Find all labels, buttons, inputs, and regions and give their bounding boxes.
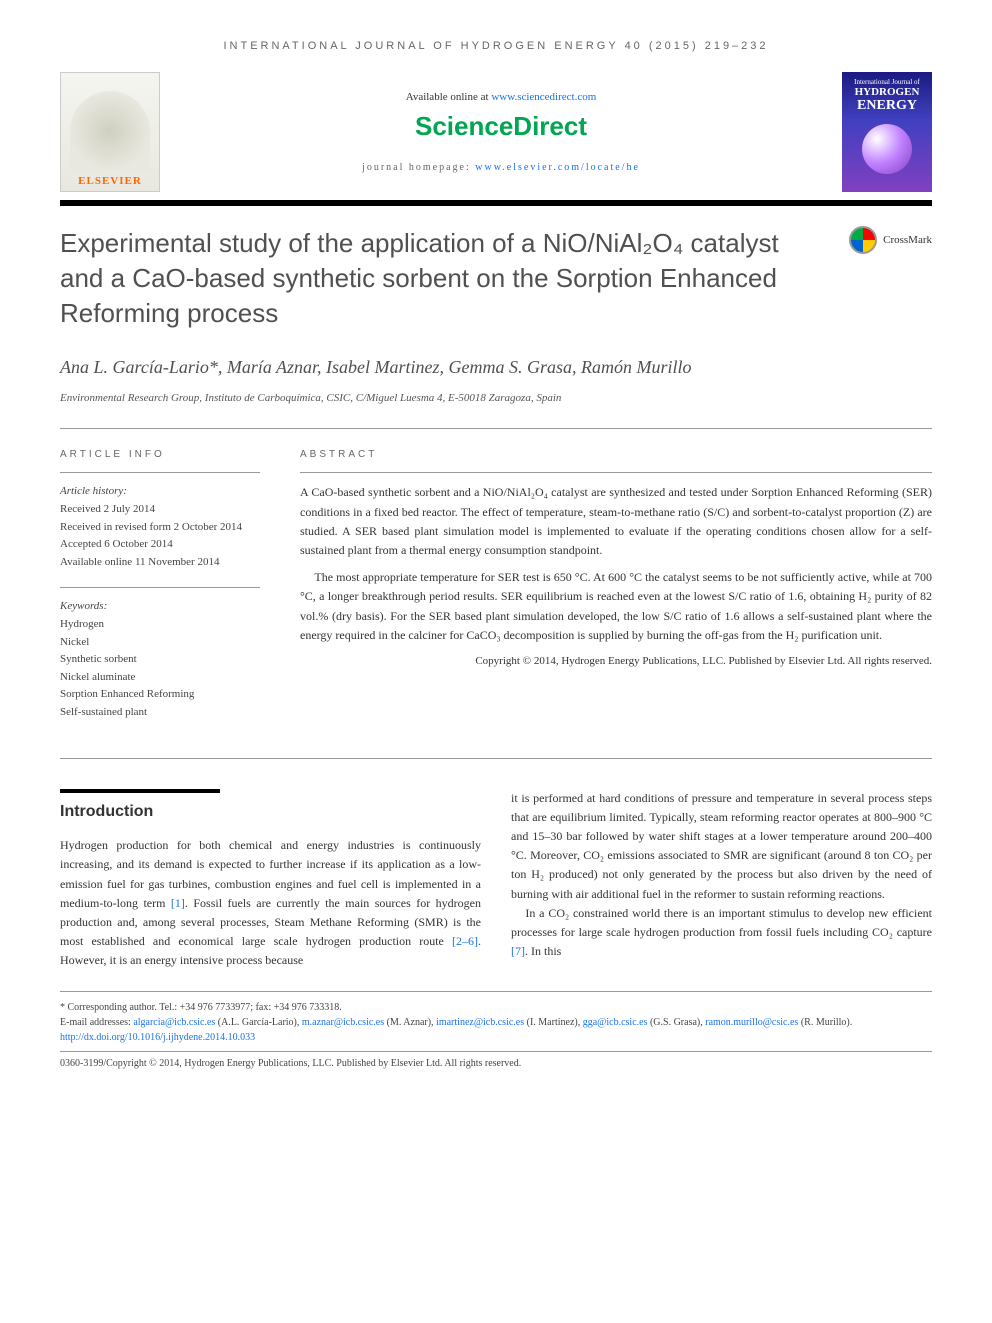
article-title: Experimental study of the application of… — [60, 226, 849, 331]
abstract-text: A CaO-based synthetic sorbent and a NiO/… — [300, 472, 932, 670]
publisher-banner: ELSEVIER Available online at www.science… — [60, 72, 932, 192]
cover-graphic-icon — [862, 124, 912, 174]
body-column-right: it is performed at hard conditions of pr… — [511, 789, 932, 971]
crossmark-icon — [849, 226, 877, 254]
copyright-footer: 0360-3199/Copyright © 2014, Hydrogen Ene… — [60, 1051, 932, 1071]
history-accepted: Accepted 6 October 2014 — [60, 536, 260, 554]
author-name-suffix: (A.L. García-Lario), — [215, 1017, 302, 1028]
keywords-block: Keywords: Hydrogen Nickel Synthetic sorb… — [60, 587, 260, 721]
keyword-item: Sorption Enhanced Reforming — [60, 686, 260, 704]
abstract-paragraph: The most appropriate temperature for SER… — [300, 568, 932, 645]
cover-subtitle: International Journal of — [854, 78, 920, 86]
history-online: Available online 11 November 2014 — [60, 554, 260, 572]
section-divider — [60, 758, 932, 759]
author-name-suffix: (R. Murillo). — [798, 1017, 852, 1028]
history-revised: Received in revised form 2 October 2014 — [60, 519, 260, 537]
body-paragraph: it is performed at hard conditions of pr… — [511, 789, 932, 904]
elsevier-brand-text: ELSEVIER — [78, 175, 142, 187]
corresponding-author-footer: * Corresponding author. Tel.: +34 976 77… — [60, 991, 932, 1071]
elsevier-logo[interactable]: ELSEVIER — [60, 72, 160, 192]
keyword-item: Nickel aluminate — [60, 669, 260, 687]
intro-heading-bar — [60, 789, 220, 793]
affiliation: Environmental Research Group, Instituto … — [60, 392, 932, 404]
author-email-link[interactable]: algarcia@icb.csic.es — [133, 1017, 215, 1028]
body-column-left: Introduction Hydrogen production for bot… — [60, 789, 481, 971]
body-paragraph: Hydrogen production for both chemical an… — [60, 836, 481, 970]
keyword-item: Nickel — [60, 634, 260, 652]
article-info-heading: ARTICLE INFO — [60, 449, 260, 460]
email-addresses-line: E-mail addresses: algarcia@icb.csic.es (… — [60, 1015, 932, 1030]
keywords-label: Keywords: — [60, 598, 260, 616]
history-label: Article history: — [60, 483, 260, 501]
body-text: In a CO₂ constrained world there is an i… — [511, 906, 932, 939]
abstract-column: ABSTRACT A CaO-based synthetic sorbent a… — [300, 449, 932, 737]
keyword-item: Hydrogen — [60, 616, 260, 634]
keyword-item: Self-sustained plant — [60, 704, 260, 722]
author-name-suffix: (I. Martinez), — [524, 1017, 583, 1028]
body-paragraph: In a CO₂ constrained world there is an i… — [511, 904, 932, 962]
citation-link[interactable]: [1] — [171, 896, 185, 910]
keyword-item: Synthetic sorbent — [60, 651, 260, 669]
history-received: Received 2 July 2014 — [60, 501, 260, 519]
author-list: Ana L. García-Lario*, María Aznar, Isabe… — [60, 355, 932, 380]
elsevier-tree-icon — [70, 91, 150, 171]
article-info-sidebar: ARTICLE INFO Article history: Received 2… — [60, 449, 260, 737]
journal-cover-thumbnail[interactable]: International Journal of HYDROGEN ENERGY — [842, 72, 932, 192]
sciencedirect-block: Available online at www.sciencedirect.co… — [160, 91, 842, 173]
available-label: Available online at — [406, 91, 492, 103]
citation-link[interactable]: [2–6] — [452, 934, 478, 948]
author-name-suffix: (M. Aznar), — [384, 1017, 436, 1028]
cover-title-energy: ENERGY — [857, 98, 917, 114]
author-email-link[interactable]: m.aznar@icb.csic.es — [302, 1017, 384, 1028]
journal-homepage-line: journal homepage: www.elsevier.com/locat… — [160, 162, 842, 173]
cover-title-hydrogen: HYDROGEN — [855, 86, 920, 98]
abstract-copyright: Copyright © 2014, Hydrogen Energy Public… — [300, 653, 932, 671]
author-name-suffix: (G.S. Grasa), — [647, 1017, 705, 1028]
abstract-paragraph: A CaO-based synthetic sorbent and a NiO/… — [300, 483, 932, 560]
author-email-link[interactable]: ramon.murillo@csic.es — [705, 1017, 798, 1028]
citation-link[interactable]: [7] — [511, 944, 525, 958]
crossmark-label: CrossMark — [883, 234, 932, 246]
email-label: E-mail addresses: — [60, 1017, 133, 1028]
introduction-heading: Introduction — [60, 799, 481, 825]
available-online-text: Available online at www.sciencedirect.co… — [160, 91, 842, 103]
journal-homepage-link[interactable]: www.elsevier.com/locate/he — [475, 162, 640, 173]
doi-link[interactable]: http://dx.doi.org/10.1016/j.ijhydene.201… — [60, 1032, 255, 1043]
sciencedirect-logo[interactable]: ScienceDirect — [160, 111, 842, 142]
article-history-block: Article history: Received 2 July 2014 Re… — [60, 472, 260, 571]
body-text: . In this — [525, 944, 561, 958]
author-email-link[interactable]: gga@icb.csic.es — [583, 1017, 648, 1028]
sciencedirect-url-link[interactable]: www.sciencedirect.com — [491, 91, 596, 103]
author-email-link[interactable]: imartinez@icb.csic.es — [436, 1017, 524, 1028]
homepage-label: journal homepage: — [362, 162, 475, 173]
journal-citation-header: INTERNATIONAL JOURNAL OF HYDROGEN ENERGY… — [60, 40, 932, 52]
abstract-heading: ABSTRACT — [300, 449, 932, 460]
corresponding-author-line: * Corresponding author. Tel.: +34 976 77… — [60, 1000, 932, 1015]
article-body: Introduction Hydrogen production for bot… — [60, 789, 932, 971]
header-divider-bar — [60, 200, 932, 206]
crossmark-badge[interactable]: CrossMark — [849, 226, 932, 254]
section-divider — [60, 428, 932, 429]
